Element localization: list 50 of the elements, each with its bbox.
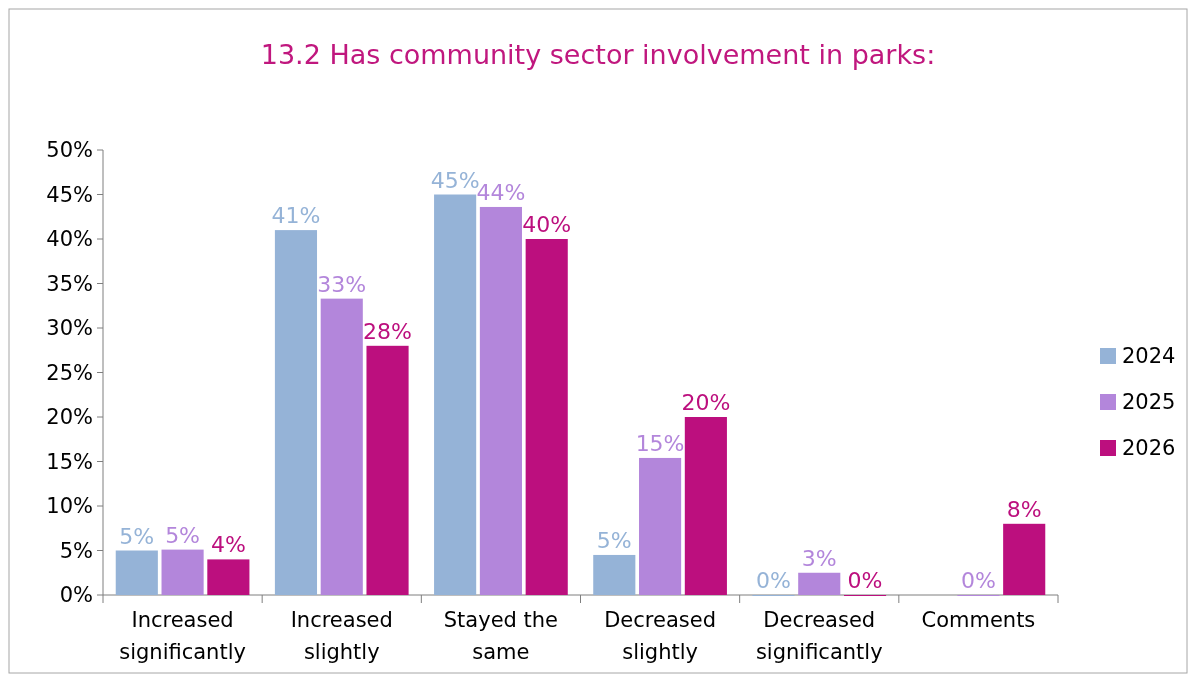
y-tick-label: 40% (46, 227, 93, 252)
legend-label: 2026 (1122, 436, 1176, 461)
data-label: 0% (847, 568, 883, 593)
legend-label: 2024 (1122, 344, 1176, 369)
x-tick-label: Decreased slightly (604, 608, 716, 664)
y-tick-label: 20% (46, 405, 93, 430)
y-tick-label: 30% (46, 316, 93, 341)
bar (274, 230, 318, 595)
y-tick-label: 35% (46, 271, 93, 296)
data-label: 8% (1006, 496, 1042, 522)
y-tick-label: 45% (46, 182, 93, 207)
x-tick-label: Decreased significantly (755, 608, 883, 664)
data-label: 0% (960, 568, 996, 593)
x-tick-label: Comments (921, 608, 1036, 632)
bar (434, 194, 477, 595)
bar (1003, 523, 1046, 595)
bar (207, 559, 250, 595)
x-tick-label: Increased significantly (119, 608, 246, 664)
data-label: 15% (635, 430, 685, 456)
data-label: 3% (801, 545, 837, 571)
chart-title: 13.2 Has community sector involvement in parks: (260, 39, 936, 70)
data-label: 40% (522, 212, 572, 237)
bar (161, 549, 204, 595)
y-tick-label: 50% (46, 138, 93, 163)
y-tick-label: 25% (46, 360, 93, 385)
y-tick-label: 0% (59, 583, 93, 608)
legend-label: 2025 (1122, 390, 1176, 415)
data-label: 5% (165, 522, 201, 548)
bar (479, 206, 522, 595)
data-label: 0% (756, 568, 791, 593)
bar (115, 550, 158, 595)
y-tick-label: 15% (46, 449, 93, 474)
bar (366, 345, 409, 595)
bar (593, 554, 636, 595)
x-tick-label: Increased slightly (290, 608, 393, 664)
data-label: 28% (363, 318, 412, 344)
bar (320, 298, 363, 595)
data-label: 33% (317, 271, 367, 297)
bar (525, 239, 568, 595)
y-tick-label: 10% (46, 494, 93, 519)
x-tick-label: Stayed the same (443, 608, 559, 664)
data-label: 5% (119, 523, 155, 549)
data-label: 5% (596, 527, 632, 553)
y-tick-label: 5% (59, 538, 93, 563)
bar (798, 572, 841, 595)
data-label: 4% (210, 532, 246, 558)
data-label: 41% (271, 203, 321, 229)
bar (684, 417, 727, 595)
data-label: 20% (681, 390, 731, 415)
bar (639, 457, 682, 595)
